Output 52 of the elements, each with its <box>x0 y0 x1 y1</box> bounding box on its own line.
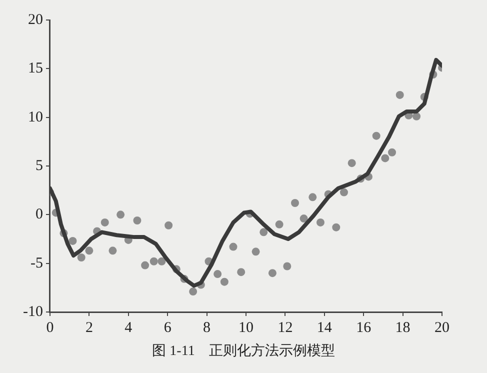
point <box>283 262 292 270</box>
point <box>396 90 404 99</box>
y-tick-label: -10 <box>22 304 43 320</box>
point <box>381 154 390 162</box>
point <box>220 278 228 286</box>
point <box>372 132 380 140</box>
y-tick-label: 10 <box>28 109 43 126</box>
point <box>150 257 158 266</box>
point <box>133 216 142 225</box>
y-tick-label: 15 <box>28 60 43 77</box>
y-tick-label: 0 <box>35 206 43 223</box>
point <box>275 220 284 228</box>
point <box>108 246 117 255</box>
point <box>300 214 308 223</box>
x-tick-label: 10 <box>238 320 254 336</box>
point <box>141 261 150 270</box>
point <box>332 223 340 232</box>
point <box>100 218 109 226</box>
point <box>229 242 238 251</box>
x-tick-label: 20 <box>434 320 450 336</box>
point <box>388 148 396 156</box>
point <box>260 228 268 236</box>
x-tick-label: 16 <box>356 320 372 336</box>
point <box>252 248 260 256</box>
point <box>237 268 246 276</box>
point <box>348 159 356 168</box>
y-tick-label: 20 <box>28 12 43 28</box>
x-tick-label: 14 <box>316 320 332 336</box>
point <box>316 218 324 226</box>
x-tick-label: 4 <box>124 320 133 336</box>
point <box>68 236 77 245</box>
x-tick-label: 2 <box>85 320 93 336</box>
point <box>77 253 86 262</box>
point <box>340 188 348 196</box>
point <box>308 193 317 202</box>
point <box>116 210 125 219</box>
x-tick-label: 6 <box>164 320 172 336</box>
x-tick-label: 12 <box>278 320 293 336</box>
caption: 图 1-11 正则化方法示例模型 <box>151 342 336 360</box>
point <box>412 112 421 120</box>
point <box>214 270 222 278</box>
point <box>85 246 94 255</box>
y-tick-label: -5 <box>30 255 43 272</box>
y-tick-label: 5 <box>35 158 43 174</box>
point <box>189 288 198 296</box>
point <box>158 257 166 266</box>
x-tick-label: 8 <box>203 320 211 336</box>
point <box>164 221 173 230</box>
x-tick-label: 0 <box>46 320 54 336</box>
point <box>268 269 276 278</box>
x-tick-label: 18 <box>395 320 410 336</box>
point <box>291 198 299 207</box>
